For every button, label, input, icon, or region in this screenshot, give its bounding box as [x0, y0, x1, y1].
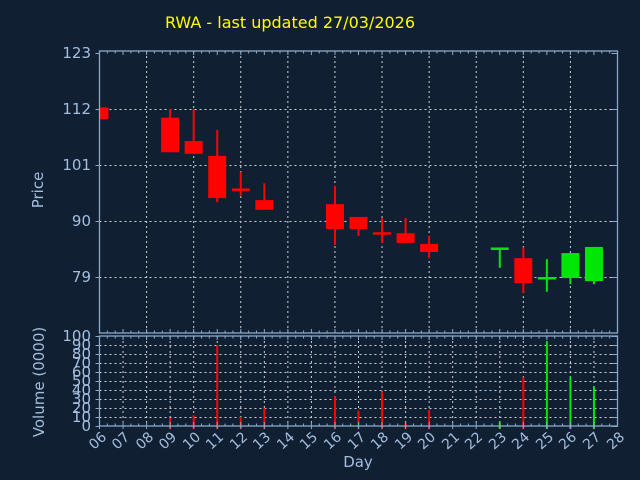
volume-bar: [263, 408, 266, 429]
volume-bar: [381, 391, 384, 429]
volume-tick-label: 60: [71, 363, 91, 381]
candle-body: [99, 107, 109, 120]
candle-body: [255, 200, 274, 210]
volume-tick-label: 20: [71, 399, 91, 417]
candle-body: [396, 233, 415, 243]
volume-axis-title: Volume (0000): [30, 326, 48, 438]
volume-tick-label: 50: [71, 372, 91, 390]
candle-body: [490, 247, 509, 250]
candle-wick: [498, 247, 501, 268]
price-tick-label: 123: [62, 44, 91, 62]
price-axis-title: Price: [29, 171, 47, 209]
candle-body: [161, 117, 180, 153]
candles-group: [99, 107, 603, 293]
candle-body: [584, 246, 603, 282]
candle-body: [325, 204, 344, 230]
volume-tick-label: 30: [71, 390, 91, 408]
chart-title: RWA - last updated 27/03/2026: [164, 13, 416, 32]
volume-tick-label: 100: [62, 327, 91, 345]
candle-body: [231, 188, 250, 191]
volume-tick-label: 10: [71, 408, 91, 426]
candle-body: [514, 258, 533, 284]
candle-body: [184, 141, 203, 154]
candle-wick: [239, 172, 242, 196]
candle-body: [420, 243, 439, 253]
volume-bar: [216, 345, 219, 429]
candle-wick: [404, 217, 407, 243]
x-axis-title: Day: [343, 453, 373, 471]
candle-body: [561, 253, 580, 279]
volume-tick-label: 90: [71, 336, 91, 354]
price-tick-label: 101: [62, 156, 91, 174]
volume-bar: [545, 341, 548, 429]
price-plot-border: [98, 50, 619, 334]
candle-wick: [192, 109, 195, 154]
volume-bar: [357, 410, 360, 429]
candle-body: [537, 277, 556, 280]
volume-tick-label: 80: [71, 345, 91, 363]
candle-body: [208, 155, 227, 199]
volume-tick-label: 40: [71, 381, 91, 399]
volume-bar: [569, 376, 572, 429]
volume-bar: [592, 386, 595, 429]
volume-tick-label: 0: [81, 417, 91, 435]
price-tick-label: 79: [71, 268, 91, 286]
candle-wick: [263, 183, 266, 210]
candle-wick: [545, 259, 548, 292]
candle-body: [373, 232, 392, 235]
volume-bar: [522, 377, 525, 429]
volume-tick-label: 70: [71, 354, 91, 372]
price-tick-label: 112: [62, 100, 91, 118]
volume-bar: [428, 409, 431, 429]
volume-bar: [333, 396, 336, 429]
candle-wick: [381, 217, 384, 243]
candle-body: [349, 216, 368, 230]
price-tick-label: 90: [71, 212, 91, 230]
